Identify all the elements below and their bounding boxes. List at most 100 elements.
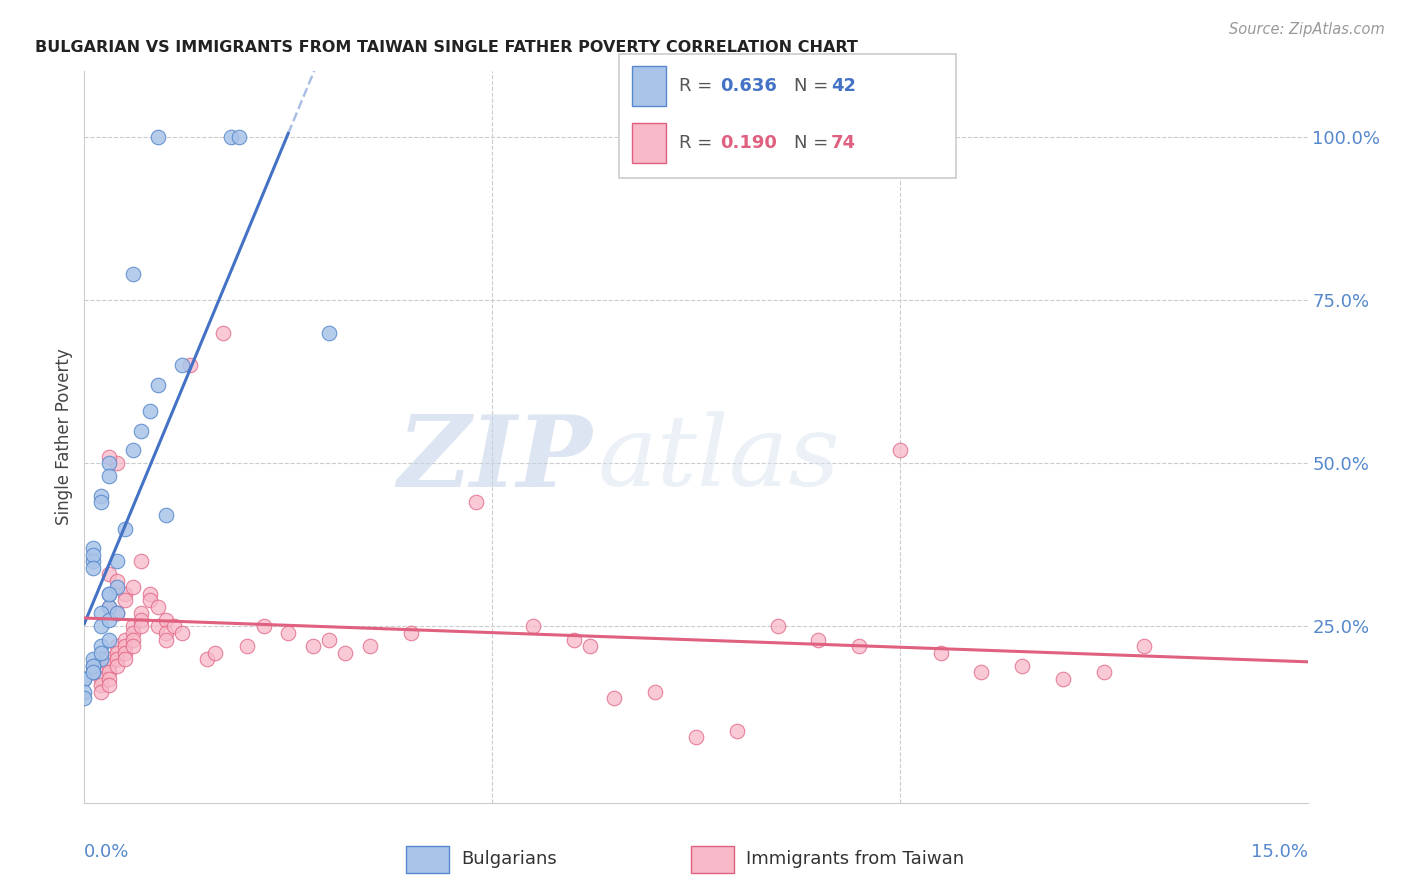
Text: N =: N = xyxy=(794,77,834,95)
Point xyxy=(970,665,993,680)
Point xyxy=(122,443,145,458)
Point xyxy=(90,658,112,673)
Point xyxy=(155,632,177,647)
Point xyxy=(73,672,96,686)
Point xyxy=(82,548,104,562)
Point xyxy=(212,326,235,340)
Point xyxy=(97,658,120,673)
Point xyxy=(90,489,112,503)
Point xyxy=(97,678,120,692)
Text: N =: N = xyxy=(794,135,834,153)
Text: BULGARIAN VS IMMIGRANTS FROM TAIWAN SINGLE FATHER POVERTY CORRELATION CHART: BULGARIAN VS IMMIGRANTS FROM TAIWAN SING… xyxy=(35,40,858,55)
FancyBboxPatch shape xyxy=(619,54,956,178)
Point xyxy=(179,358,201,372)
Point xyxy=(97,450,120,464)
Point xyxy=(97,599,120,614)
Point xyxy=(562,632,585,647)
Point xyxy=(105,554,128,568)
Text: ZIP: ZIP xyxy=(396,411,592,508)
Point xyxy=(114,632,136,647)
Point xyxy=(172,358,194,372)
Point xyxy=(97,469,120,483)
Point xyxy=(579,639,602,653)
Text: Source: ZipAtlas.com: Source: ZipAtlas.com xyxy=(1229,22,1385,37)
Point xyxy=(90,639,112,653)
Text: 0.0%: 0.0% xyxy=(84,843,129,861)
FancyBboxPatch shape xyxy=(633,66,666,106)
Point xyxy=(603,691,626,706)
Point xyxy=(131,424,153,438)
Text: 15.0%: 15.0% xyxy=(1250,843,1308,861)
Text: atlas: atlas xyxy=(598,411,841,507)
Point xyxy=(122,639,145,653)
Point xyxy=(90,619,112,633)
Point xyxy=(105,639,128,653)
Point xyxy=(97,587,120,601)
Point xyxy=(90,495,112,509)
Point xyxy=(90,652,112,666)
Point xyxy=(122,626,145,640)
Point xyxy=(131,619,153,633)
Point xyxy=(105,456,128,470)
Point xyxy=(318,326,340,340)
Text: 0.190: 0.190 xyxy=(720,135,776,153)
Point xyxy=(725,723,748,738)
Point xyxy=(522,619,544,633)
FancyBboxPatch shape xyxy=(406,847,450,873)
Point xyxy=(82,665,104,680)
Point xyxy=(105,607,128,621)
Point xyxy=(138,593,160,607)
Point xyxy=(685,731,707,745)
Point xyxy=(1133,639,1156,653)
Point xyxy=(138,587,160,601)
Point xyxy=(114,587,136,601)
Point xyxy=(97,599,120,614)
Point xyxy=(105,658,128,673)
Point xyxy=(97,587,120,601)
Point xyxy=(122,632,145,647)
Point xyxy=(114,646,136,660)
Point xyxy=(82,658,104,673)
Point xyxy=(155,508,177,523)
Point xyxy=(929,646,952,660)
Point xyxy=(82,652,104,666)
Point xyxy=(114,652,136,666)
Point xyxy=(82,554,104,568)
Point xyxy=(219,129,242,144)
Point xyxy=(399,626,422,640)
Point xyxy=(73,685,96,699)
Text: Immigrants from Taiwan: Immigrants from Taiwan xyxy=(747,849,965,868)
Point xyxy=(114,521,136,535)
Point xyxy=(122,267,145,281)
Point xyxy=(464,495,486,509)
Point xyxy=(138,404,160,418)
Point xyxy=(73,691,96,706)
Point xyxy=(82,665,104,680)
Point xyxy=(105,574,128,588)
Point xyxy=(1092,665,1115,680)
Point xyxy=(766,619,789,633)
Point xyxy=(90,685,112,699)
Point xyxy=(163,619,186,633)
Point xyxy=(131,613,153,627)
Point xyxy=(105,646,128,660)
Point xyxy=(195,652,218,666)
Point xyxy=(105,580,128,594)
Point xyxy=(122,619,145,633)
Point xyxy=(146,377,169,392)
FancyBboxPatch shape xyxy=(633,123,666,163)
Point xyxy=(277,626,299,640)
Point xyxy=(889,443,911,458)
Point xyxy=(97,632,120,647)
Point xyxy=(236,639,259,653)
Point xyxy=(105,652,128,666)
Point xyxy=(335,646,357,660)
Point xyxy=(644,685,666,699)
Text: 74: 74 xyxy=(831,135,856,153)
Point xyxy=(90,646,112,660)
Point xyxy=(228,129,250,144)
Point xyxy=(1052,672,1074,686)
Point xyxy=(82,541,104,555)
Point xyxy=(97,456,120,470)
Point xyxy=(97,613,120,627)
